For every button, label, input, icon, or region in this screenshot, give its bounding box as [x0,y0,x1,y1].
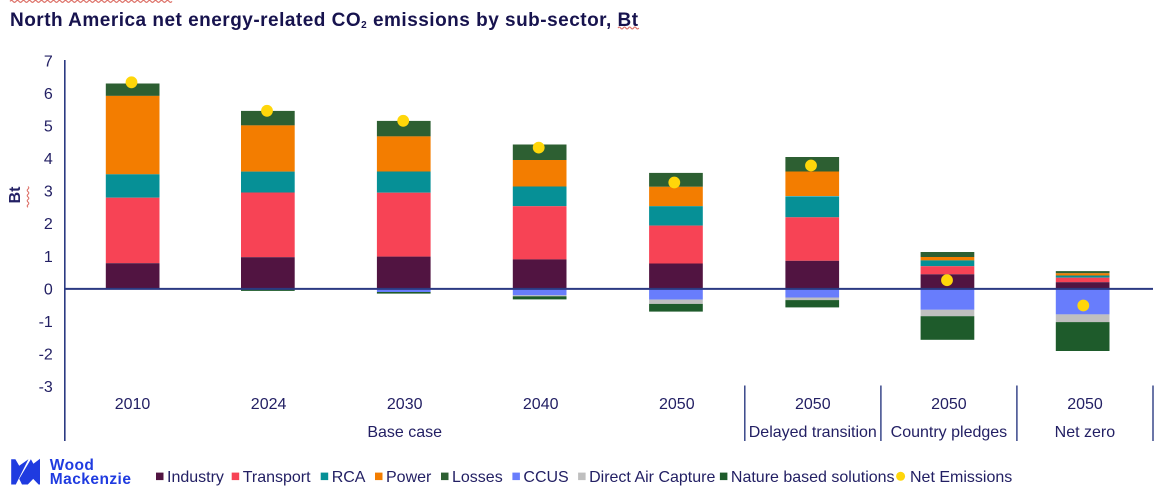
svg-text:Net zero: Net zero [1055,424,1116,441]
svg-text:5: 5 [44,119,53,136]
svg-text:CCUS: CCUS [523,469,568,486]
svg-text:Wood: Wood [50,457,95,474]
svg-text:Delayed transition: Delayed transition [749,424,877,441]
svg-text:Losses: Losses [452,469,503,486]
svg-text:RCA: RCA [332,469,366,486]
svg-text:-3: -3 [39,379,53,396]
svg-text:2050: 2050 [795,396,831,413]
svg-text:Base case: Base case [367,424,442,441]
svg-text:4: 4 [44,151,53,168]
svg-text:2030: 2030 [387,396,423,413]
svg-text:2: 2 [44,216,53,233]
svg-text:2050: 2050 [931,396,967,413]
svg-text:6: 6 [44,86,53,103]
svg-text:Nature based solutions: Nature based solutions [731,469,895,486]
svg-text:Country pledges: Country pledges [891,424,1008,441]
svg-text:Net Emissions: Net Emissions [910,469,1012,486]
svg-text:North America net energy-relat: North America net energy-related CO2 emi… [10,10,639,31]
svg-text:Bt: Bt [7,186,24,204]
svg-text:Direct Air Capture: Direct Air Capture [589,469,715,486]
svg-text:2010: 2010 [115,396,151,413]
svg-text:-1: -1 [39,314,53,331]
svg-text:Industry: Industry [167,469,224,486]
svg-text:2050: 2050 [659,396,695,413]
svg-text:1: 1 [44,249,53,266]
svg-text:-2: -2 [39,346,53,363]
svg-text:3: 3 [44,184,53,201]
svg-text:Mackenzie: Mackenzie [50,471,132,488]
svg-text:2050: 2050 [1067,396,1103,413]
svg-text:7: 7 [44,54,53,71]
svg-text:Power: Power [386,469,432,486]
svg-text:Transport: Transport [243,469,311,486]
svg-text:2040: 2040 [523,396,559,413]
svg-text:2024: 2024 [251,396,287,413]
svg-text:0: 0 [44,281,53,298]
